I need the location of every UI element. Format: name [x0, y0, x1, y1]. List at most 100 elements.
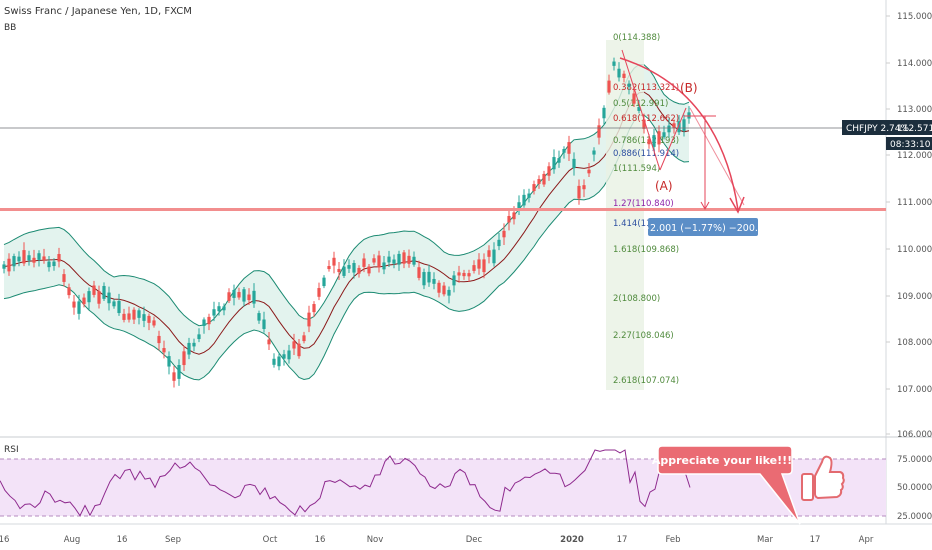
wave-label-b: (B) [680, 81, 698, 95]
candle-body [307, 312, 311, 327]
candle-body [422, 272, 426, 286]
candle-body [217, 306, 221, 312]
time-axis-label: 17 [810, 535, 821, 545]
projection-arrows[interactable] [619, 49, 745, 214]
rsi-label: RSI [4, 445, 19, 455]
bollinger-bands [3, 63, 690, 381]
countdown-text: 08:33:10 [890, 140, 931, 150]
time-axis-label: 16 [0, 535, 9, 545]
candle-body [567, 142, 571, 154]
fib-level-label: 1.618(109.868) [613, 245, 679, 255]
candle-body [627, 83, 631, 87]
fib-level-label: 0.618(112.662) [613, 114, 679, 124]
price-axis-label: 110.000 [897, 245, 932, 255]
candle-body [672, 123, 676, 128]
candle-body [117, 300, 121, 314]
candle-body [102, 285, 106, 299]
price-badge: CHFJPY 2.74% 112.571 08:33:10 [842, 120, 932, 150]
candle-body [62, 274, 66, 282]
indicator-label: BB [4, 23, 16, 33]
candle-body [312, 304, 316, 313]
candle-body [317, 288, 321, 297]
candle-body [187, 342, 191, 355]
callout-bubble [657, 445, 801, 525]
price-badge-bg [842, 120, 932, 135]
candle-body [237, 292, 241, 298]
candle-body [337, 269, 341, 273]
candle-body [412, 256, 416, 265]
candle-body [617, 68, 621, 78]
support-line[interactable] [0, 208, 886, 211]
candle-body [577, 185, 581, 199]
candle-body [292, 341, 296, 349]
candle-body [202, 319, 206, 326]
time-axis-label: Mar [757, 535, 774, 545]
candle-body [512, 212, 516, 220]
rsi-axis-label: 50.0000 [897, 483, 932, 493]
candle-body [232, 289, 236, 298]
candle-body [242, 289, 246, 302]
candle-body [252, 290, 256, 304]
candle-body [677, 121, 681, 133]
candle-body [642, 119, 646, 129]
candle-body [542, 173, 546, 185]
fib-extension: 0(114.388) 0.382(113.321) 0.5(112.991) 0.61… [606, 33, 679, 390]
candle-body [222, 306, 226, 311]
candle-body [302, 335, 306, 342]
candle-body [92, 285, 96, 295]
candle-body [207, 316, 211, 325]
fib-level-label: 0.382(113.321) [613, 83, 679, 93]
fib-level-label: 0.5(112.991) [613, 99, 668, 109]
candle-body [392, 259, 396, 264]
candlesticks [2, 57, 691, 388]
candle-body [197, 334, 201, 340]
candle-body [347, 265, 351, 269]
callout-text: Appreciate your like!!! [652, 454, 792, 467]
rsi-series [0, 449, 691, 517]
candle-body [427, 271, 431, 283]
time-axis-label: Apr [859, 535, 874, 545]
like-callout[interactable]: Appreciate your like!!! [652, 445, 801, 525]
time-axis-label: Sep [165, 535, 181, 545]
candle-body [257, 313, 261, 321]
price-axis-label: 106.000 [897, 430, 932, 440]
candle-body [402, 252, 406, 264]
candle-body [247, 294, 251, 301]
candle-body [467, 273, 471, 277]
candle-body [432, 278, 436, 284]
measurement-box[interactable] [648, 218, 758, 236]
candle-body [287, 350, 291, 360]
fib-level-label: 2.618(107.074) [613, 376, 679, 386]
candle-body [177, 365, 181, 379]
candle-body [357, 267, 361, 274]
candle-body [417, 267, 421, 278]
candle-body [42, 256, 46, 261]
candle-body [137, 310, 141, 318]
candle-body [352, 263, 356, 273]
candle-body [442, 285, 446, 295]
price-axis-label: 112.000 [897, 151, 932, 161]
candle-body [122, 313, 126, 320]
candle-body [557, 158, 561, 163]
candle-body [527, 193, 531, 198]
candle-body [537, 179, 541, 184]
candle-body [492, 249, 496, 264]
candle-body [667, 125, 671, 133]
candle-body [657, 131, 661, 145]
rsi-axis-label: 75.0000 [897, 455, 932, 465]
bb-upper [3, 63, 690, 327]
candle-body [487, 250, 491, 257]
time-axis-label: Aug [64, 535, 81, 545]
candle-body [32, 257, 36, 263]
time-axis-label: Nov [367, 535, 384, 545]
wave-label-a: (A) [655, 179, 673, 193]
time-axis[interactable]: 16 Aug 16 Sep Oct 16 Nov Dec 2020 17 Feb Mar 17 Apr [0, 535, 874, 545]
candle-body [472, 265, 476, 271]
price-axis[interactable]: 115.000 114.000 113.000 112.000 111.000 110.0… [886, 12, 932, 440]
candle-body [447, 289, 451, 296]
candle-body [662, 132, 666, 138]
candle-body [632, 93, 636, 104]
candle-body [562, 149, 566, 153]
candle-body [107, 292, 111, 304]
